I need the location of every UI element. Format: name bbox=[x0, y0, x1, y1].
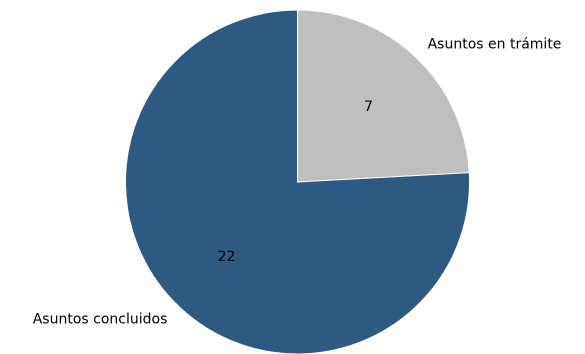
slice-value-asuntos-concluidos: 22 bbox=[218, 249, 236, 265]
slice-value-asuntos-en-tramite: 7 bbox=[364, 99, 373, 115]
pie-slice-asuntos-concluidos bbox=[125, 9, 470, 354]
pie-slices bbox=[125, 9, 470, 354]
pie-labels: Asuntos en trámite 7 Asuntos concluidos … bbox=[33, 37, 562, 328]
slice-label-asuntos-en-tramite: Asuntos en trámite bbox=[428, 37, 562, 53]
slice-label-asuntos-concluidos: Asuntos concluidos bbox=[33, 311, 168, 327]
pie-slice-asuntos-en-tramite bbox=[297, 9, 470, 183]
